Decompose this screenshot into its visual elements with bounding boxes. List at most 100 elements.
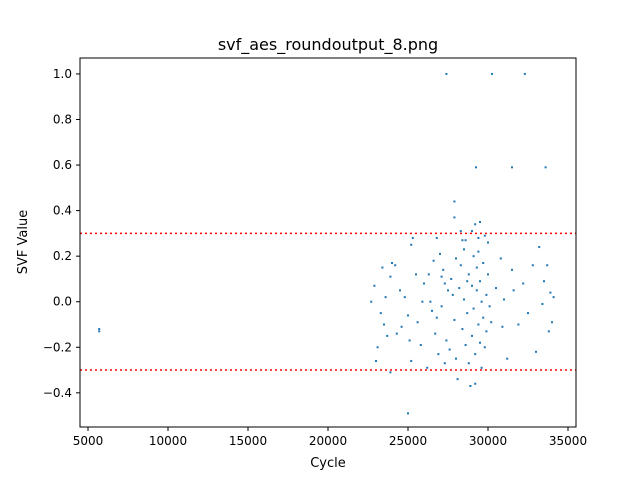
data-point [480,366,483,369]
data-point [499,257,502,260]
data-point [551,321,553,324]
data-point [523,72,526,75]
data-point [429,300,432,303]
data-point [448,348,451,351]
x-tick-label: 30000 [469,434,507,448]
data-point [541,303,544,305]
data-point [416,321,419,324]
data-point [517,323,520,326]
data-points [98,72,555,415]
y-tick-label: 0.6 [53,158,72,172]
data-point [459,230,462,233]
data-point [487,241,489,244]
data-point [461,239,464,242]
data-point [400,325,403,328]
y-tick-label: 1.0 [53,67,72,81]
data-point [503,298,505,301]
data-point [490,321,493,324]
data-point [512,289,515,292]
y-axis-label: SVF Value [16,210,31,274]
data-point [375,359,377,362]
data-point [450,277,453,280]
data-point [386,334,389,337]
data-point [482,262,485,264]
data-point [440,305,443,308]
data-point [487,273,489,276]
data-point [455,257,457,260]
data-point [370,300,373,303]
data-point [426,366,429,369]
data-point [469,385,472,387]
data-point [459,264,462,267]
data-point [415,273,417,276]
data-point [445,72,448,75]
data-point [531,264,534,267]
data-point [373,284,376,287]
data-point [391,262,393,264]
x-tick-label: 5000 [73,434,104,448]
data-point [410,359,413,362]
data-point [434,332,437,335]
data-point [423,282,425,285]
data-point [547,330,550,333]
data-point [383,323,385,326]
data-point [479,280,481,283]
data-point [455,357,457,360]
data-point [399,289,401,292]
data-point [475,166,477,169]
data-point [443,282,446,285]
data-point [395,332,398,335]
y-tick-label: 0.8 [53,113,72,127]
data-point [522,282,525,285]
data-point [403,296,406,299]
data-point [472,255,475,258]
data-point [439,252,441,255]
y-axis: −0.4 −0.2 0.0 0.2 0.4 0.6 0.8 1.0 [43,67,80,400]
x-axis-label: Cycle [310,456,346,471]
x-tick-label: 35000 [549,434,587,448]
data-point [98,330,101,333]
data-point [479,341,481,344]
data-point [376,346,379,349]
y-tick-label: 0.4 [53,204,72,218]
data-point [437,353,440,356]
data-point [501,325,504,328]
data-point [443,362,446,365]
data-point [474,223,477,226]
data-point [407,412,409,415]
data-point [485,293,488,296]
data-point [389,275,392,278]
data-point [479,221,481,223]
data-point [466,280,469,283]
data-point [453,216,456,219]
data-point [467,362,470,365]
data-point [472,307,475,310]
data-point [379,312,382,315]
data-point [427,273,430,276]
chart-title: svf_aes_roundoutput_8.png [218,35,438,55]
data-point [475,289,478,292]
data-point [483,234,486,237]
data-point [389,371,392,374]
data-point [421,300,424,303]
data-point [466,312,469,315]
data-point [447,289,449,292]
x-tick-label: 10000 [149,434,187,448]
data-point [491,72,493,75]
data-point [549,291,552,294]
data-point [552,296,555,299]
data-point [544,166,547,169]
data-point [495,287,497,290]
data-point [381,266,384,269]
data-point [461,328,464,331]
data-point [477,323,480,326]
data-point [445,339,448,342]
data-point [546,264,549,267]
data-point [408,339,411,342]
data-point [463,248,465,251]
data-point [419,344,422,346]
data-point [506,357,509,360]
x-axis: 5000 10000 15000 20000 25000 30000 35000 [73,427,587,448]
